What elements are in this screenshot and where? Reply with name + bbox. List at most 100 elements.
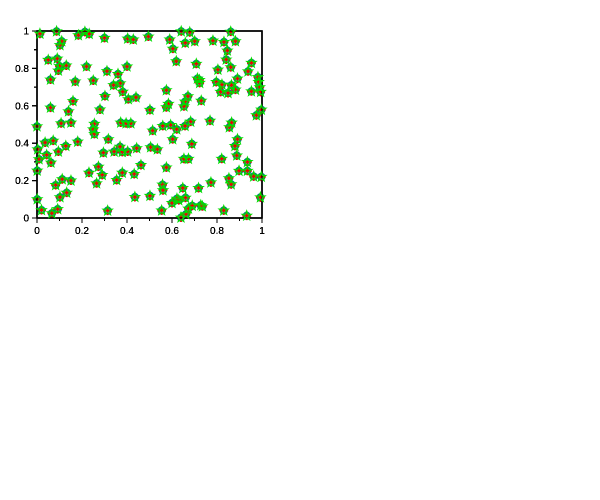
- data-point: [46, 134, 60, 147]
- data-point: [232, 164, 246, 177]
- x-tick-label: 0: [34, 226, 40, 237]
- data-point: [52, 144, 65, 157]
- y-tick-label: 0: [23, 214, 29, 225]
- data-point: [219, 52, 233, 65]
- y-tick-label: 0.2: [15, 176, 29, 187]
- x-tick-label: 0.2: [75, 226, 89, 237]
- data-point: [51, 202, 65, 215]
- data-point: [176, 181, 190, 194]
- data-point: [203, 114, 217, 127]
- data-point: [183, 25, 197, 38]
- data-point: [230, 148, 244, 161]
- data-point: [129, 90, 143, 103]
- data-point: [223, 120, 236, 133]
- data-point: [177, 99, 191, 112]
- data-point: [178, 119, 192, 132]
- data-point: [255, 103, 268, 116]
- data-point: [166, 42, 180, 55]
- data-point: [40, 148, 53, 161]
- y-tick-label: 0.4: [15, 139, 29, 150]
- data-point: [206, 34, 220, 47]
- data-point: [193, 76, 206, 89]
- data-point: [68, 74, 82, 87]
- data-point: [240, 209, 254, 222]
- data-point: [184, 115, 197, 128]
- data-point: [110, 173, 123, 186]
- data-point: [49, 178, 62, 191]
- y-tick-label: 0.4: [15, 139, 29, 150]
- y-tick-label: 1: [23, 27, 29, 38]
- data-point: [254, 190, 267, 203]
- data-point: [115, 166, 129, 179]
- data-point: [130, 141, 143, 154]
- data-point: [50, 52, 64, 65]
- data-point: [193, 73, 206, 86]
- data-point: [95, 168, 109, 181]
- data-point: [128, 190, 142, 203]
- data-point: [151, 142, 164, 155]
- data-point: [255, 170, 268, 183]
- y-tick-label: 1: [23, 27, 29, 38]
- data-point: [44, 156, 58, 169]
- data-point: [93, 102, 107, 115]
- y-tick-label: 0.2: [15, 176, 29, 187]
- data-point: [189, 57, 203, 70]
- data-point: [143, 189, 157, 202]
- data-point: [194, 94, 208, 107]
- data-point: [241, 164, 254, 177]
- data-point: [178, 36, 192, 49]
- data-point: [160, 160, 173, 173]
- data-point: [179, 191, 192, 204]
- x-tick-label: 1: [259, 226, 265, 237]
- data-point: [215, 152, 229, 165]
- data-point: [88, 117, 101, 130]
- data-point: [60, 186, 74, 199]
- data-point: [127, 167, 141, 180]
- data-point: [221, 44, 234, 57]
- data-point: [179, 207, 193, 220]
- data-point: [245, 84, 258, 97]
- data-point: [211, 63, 225, 76]
- x-tick-label: 0.2: [75, 226, 89, 237]
- y-tick-label: 0.4: [15, 139, 29, 150]
- data-point: [174, 24, 188, 37]
- data-point: [214, 85, 227, 98]
- data-point: [155, 203, 168, 216]
- data-point: [231, 72, 244, 85]
- data-point: [228, 139, 242, 152]
- data-point: [121, 32, 134, 45]
- x-tick-label: 0.2: [75, 226, 89, 237]
- x-tick-label: 0.6: [165, 226, 179, 237]
- y-tick-label: 0: [23, 214, 29, 225]
- data-point: [101, 204, 114, 217]
- data-point: [210, 75, 223, 88]
- data-point: [224, 177, 238, 190]
- data-point: [196, 199, 209, 212]
- data-point: [188, 34, 202, 47]
- data-point: [181, 89, 195, 102]
- data-point: [163, 32, 177, 45]
- data-point: [126, 32, 140, 45]
- data-point: [224, 25, 238, 38]
- data-point: [245, 56, 258, 69]
- data-point: [229, 83, 242, 96]
- data-point: [215, 78, 229, 91]
- data-point: [53, 190, 67, 203]
- data-point: [55, 172, 69, 185]
- data-point: [124, 116, 138, 129]
- data-point: [98, 89, 112, 102]
- y-tick-label: 0.2: [15, 176, 29, 187]
- data-point: [72, 28, 85, 41]
- y-tick-label: 0.8: [15, 64, 29, 75]
- data-point: [82, 166, 96, 179]
- data-point: [185, 199, 199, 212]
- data-point: [231, 132, 244, 145]
- data-point: [59, 139, 73, 152]
- x-tick-label: 0: [34, 226, 40, 237]
- data-point: [30, 164, 44, 177]
- x-tick-label: 0.2: [75, 226, 89, 237]
- data-point: [144, 140, 157, 153]
- data-point: [30, 192, 44, 205]
- data-point: [172, 193, 186, 206]
- data-point: [71, 135, 85, 148]
